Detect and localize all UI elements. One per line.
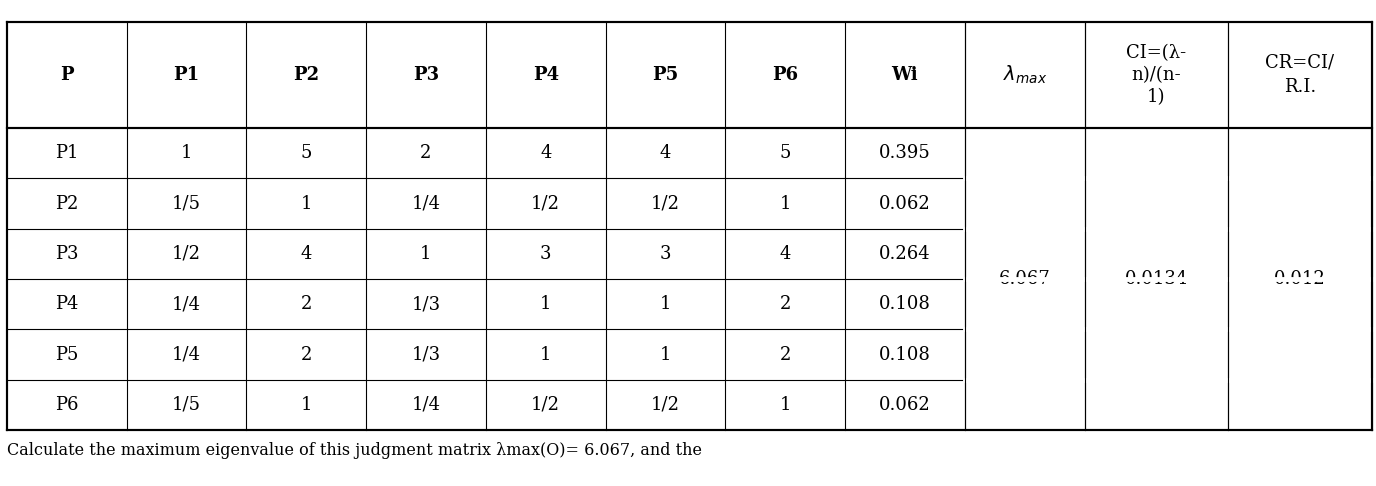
- Text: 2: 2: [779, 295, 791, 313]
- Text: 5: 5: [300, 144, 312, 162]
- Text: P: P: [61, 66, 73, 84]
- Text: 5: 5: [779, 144, 791, 162]
- Text: 1/3: 1/3: [411, 295, 440, 313]
- Text: 0.062: 0.062: [879, 396, 930, 414]
- Text: CR=CI/
R.I.: CR=CI/ R.I.: [1266, 53, 1335, 96]
- Text: P1: P1: [55, 144, 78, 162]
- Text: 2: 2: [420, 144, 432, 162]
- Text: 1/2: 1/2: [651, 396, 680, 414]
- Text: P2: P2: [55, 194, 78, 212]
- Text: 2: 2: [300, 346, 312, 364]
- Text: P5: P5: [55, 346, 78, 364]
- Text: P6: P6: [55, 396, 78, 414]
- Text: 4: 4: [300, 245, 312, 263]
- Text: 0.395: 0.395: [879, 144, 930, 162]
- Text: 1: 1: [659, 295, 671, 313]
- Text: Calculate the maximum eigenvalue of this judgment matrix λmax(O)= 6.067, and the: Calculate the maximum eigenvalue of this…: [7, 442, 702, 459]
- Text: $\lambda_{max}$: $\lambda_{max}$: [1003, 64, 1047, 86]
- Text: 0.108: 0.108: [879, 346, 930, 364]
- Text: 1/2: 1/2: [531, 194, 560, 212]
- Text: P2: P2: [293, 66, 319, 84]
- Text: 2: 2: [779, 346, 791, 364]
- Text: 1/2: 1/2: [172, 245, 201, 263]
- Text: 1: 1: [180, 144, 193, 162]
- Text: 4: 4: [659, 144, 671, 162]
- Text: 1: 1: [300, 396, 312, 414]
- Text: 1/4: 1/4: [172, 346, 201, 364]
- Text: 0.264: 0.264: [879, 245, 930, 263]
- Text: 4: 4: [539, 144, 552, 162]
- Text: Wi: Wi: [892, 66, 918, 84]
- Text: 1/5: 1/5: [172, 396, 201, 414]
- Text: 6.067: 6.067: [999, 270, 1050, 288]
- Text: 1: 1: [779, 194, 791, 212]
- Text: CI=(λ-
n)/(n-
1): CI=(λ- n)/(n- 1): [1127, 44, 1186, 106]
- Text: 1: 1: [779, 396, 791, 414]
- Text: 2: 2: [300, 295, 312, 313]
- Text: 1/3: 1/3: [411, 346, 440, 364]
- Text: 1: 1: [539, 346, 552, 364]
- Text: 1/4: 1/4: [411, 396, 440, 414]
- Text: 3: 3: [539, 245, 552, 263]
- Text: 0.108: 0.108: [879, 295, 930, 313]
- Text: 1: 1: [300, 194, 312, 212]
- Text: 3: 3: [659, 245, 671, 263]
- Text: 1: 1: [539, 295, 552, 313]
- Text: P4: P4: [55, 295, 78, 313]
- Text: P6: P6: [772, 66, 798, 84]
- Text: 1/2: 1/2: [651, 194, 680, 212]
- Text: 1/4: 1/4: [172, 295, 201, 313]
- Text: 1/2: 1/2: [531, 396, 560, 414]
- Text: 1: 1: [659, 346, 671, 364]
- Text: P1: P1: [173, 66, 200, 84]
- Text: 1/5: 1/5: [172, 194, 201, 212]
- Text: P4: P4: [533, 66, 559, 84]
- Text: P3: P3: [55, 245, 78, 263]
- Text: P3: P3: [413, 66, 439, 84]
- Text: P5: P5: [652, 66, 678, 84]
- Text: 4: 4: [779, 245, 791, 263]
- Text: 0.062: 0.062: [879, 194, 930, 212]
- Text: 0.012: 0.012: [1274, 270, 1326, 288]
- Text: 1: 1: [420, 245, 432, 263]
- Text: 1/4: 1/4: [411, 194, 440, 212]
- Text: 0.0134: 0.0134: [1124, 270, 1187, 288]
